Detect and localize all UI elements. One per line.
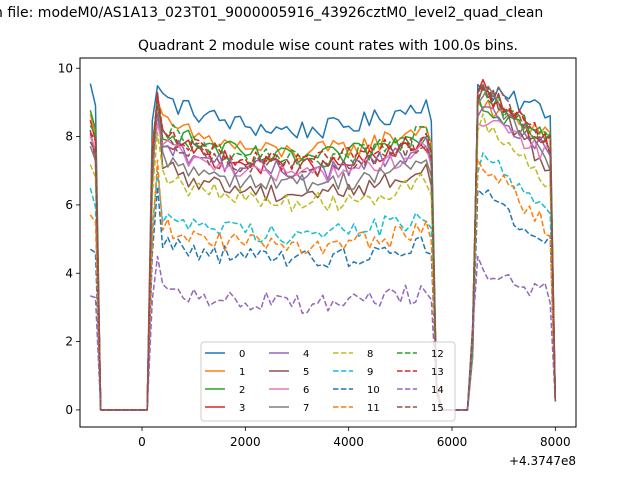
legend-label-10: 10 — [367, 385, 380, 396]
figure-suptitle: n file: modeM0/AS1A13_023T01_9000005916_… — [0, 5, 543, 21]
legend-label-14: 14 — [431, 385, 444, 396]
x-tick-label: 4000 — [333, 435, 364, 449]
x-tick-label: 8000 — [540, 435, 571, 449]
legend-label-13: 13 — [431, 367, 444, 378]
y-tick-label: 8 — [65, 130, 73, 144]
series-line-13 — [89, 87, 557, 411]
legend-label-9: 9 — [367, 367, 373, 378]
x-tick-label: 6000 — [437, 435, 468, 449]
legend-label-3: 3 — [239, 403, 245, 414]
legend-label-11: 11 — [367, 403, 380, 414]
plot-frame — [79, 57, 577, 428]
legend-label-2: 2 — [239, 385, 245, 396]
y-tick-label: 0 — [65, 403, 73, 417]
series-layer — [89, 78, 557, 411]
legend-label-4: 4 — [303, 349, 309, 360]
series-line-10 — [89, 185, 557, 411]
legend-label-5: 5 — [303, 367, 309, 378]
legend-label-15: 15 — [431, 403, 444, 414]
series-line-15 — [89, 85, 557, 411]
series-line-0 — [89, 83, 557, 411]
chart-title: Quadrant 2 module wise count rates with … — [138, 38, 518, 54]
y-tick-label: 2 — [65, 335, 73, 349]
legend-label-12: 12 — [431, 349, 444, 360]
legend-box — [200, 341, 456, 422]
y-tick-label: 10 — [58, 61, 73, 75]
x-tick-label: 0 — [138, 435, 146, 449]
legend-label-8: 8 — [367, 349, 373, 360]
series-line-11 — [89, 158, 557, 411]
legend-label-6: 6 — [303, 385, 309, 396]
legend-label-0: 0 — [239, 349, 245, 360]
y-tick-label: 6 — [65, 198, 73, 212]
y-tick-label: 4 — [65, 266, 73, 280]
x-tick-label: 2000 — [230, 435, 261, 449]
legend-label-1: 1 — [239, 367, 245, 378]
x-offset-label: +4.3747e8 — [509, 454, 576, 468]
series-line-14 — [90, 255, 557, 411]
legend-label-7: 7 — [303, 403, 309, 414]
